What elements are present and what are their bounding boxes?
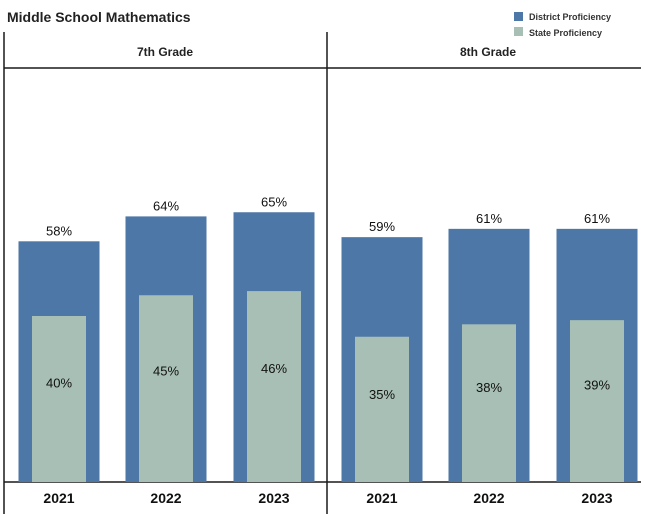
legend-state-swatch xyxy=(514,27,523,36)
label-district-8th-2022: 61% xyxy=(476,211,502,226)
x-tick-7th-2022: 2022 xyxy=(150,490,181,506)
label-state-8th-2022: 38% xyxy=(476,380,502,395)
label-district-7th-2021: 58% xyxy=(46,223,72,238)
label-district-8th-2023: 61% xyxy=(584,211,610,226)
label-state-7th-2022: 45% xyxy=(153,364,179,379)
legend-state-label: State Proficiency xyxy=(529,28,602,38)
panel-title-8th-grade: 8th Grade xyxy=(460,45,516,59)
x-tick-8th-2021: 2021 xyxy=(366,490,397,506)
bar-state-7th-2022 xyxy=(139,295,193,482)
legend-district-label: District Proficiency xyxy=(529,12,611,22)
label-state-7th-2023: 46% xyxy=(261,361,287,376)
label-state-8th-2021: 35% xyxy=(369,387,395,402)
label-state-8th-2023: 39% xyxy=(584,378,610,393)
bar-state-8th-2022 xyxy=(462,324,516,482)
label-state-7th-2021: 40% xyxy=(46,375,72,390)
bar-state-7th-2021 xyxy=(32,316,86,482)
x-tick-8th-2023: 2023 xyxy=(581,490,612,506)
x-tick-8th-2022: 2022 xyxy=(473,490,504,506)
x-tick-7th-2021: 2021 xyxy=(43,490,74,506)
label-district-8th-2021: 59% xyxy=(369,219,395,234)
bar-state-8th-2021 xyxy=(355,336,409,482)
bar-state-8th-2023 xyxy=(570,320,624,482)
chart-marks: 58% 40% 2021 64% 45% 2022 65% 46% 2023 59% 35% 2021… xyxy=(18,194,638,506)
legend: District Proficiency State Proficiency xyxy=(514,12,611,38)
panel-title-7th-grade: 7th Grade xyxy=(137,45,193,59)
legend-district-swatch xyxy=(514,12,523,21)
chart-title: Middle School Mathematics xyxy=(7,9,191,25)
panel-frame xyxy=(3,32,641,514)
label-district-7th-2023: 65% xyxy=(261,194,287,209)
x-tick-7th-2023: 2023 xyxy=(258,490,289,506)
label-district-7th-2022: 64% xyxy=(153,198,179,213)
bar-state-7th-2023 xyxy=(247,291,301,482)
